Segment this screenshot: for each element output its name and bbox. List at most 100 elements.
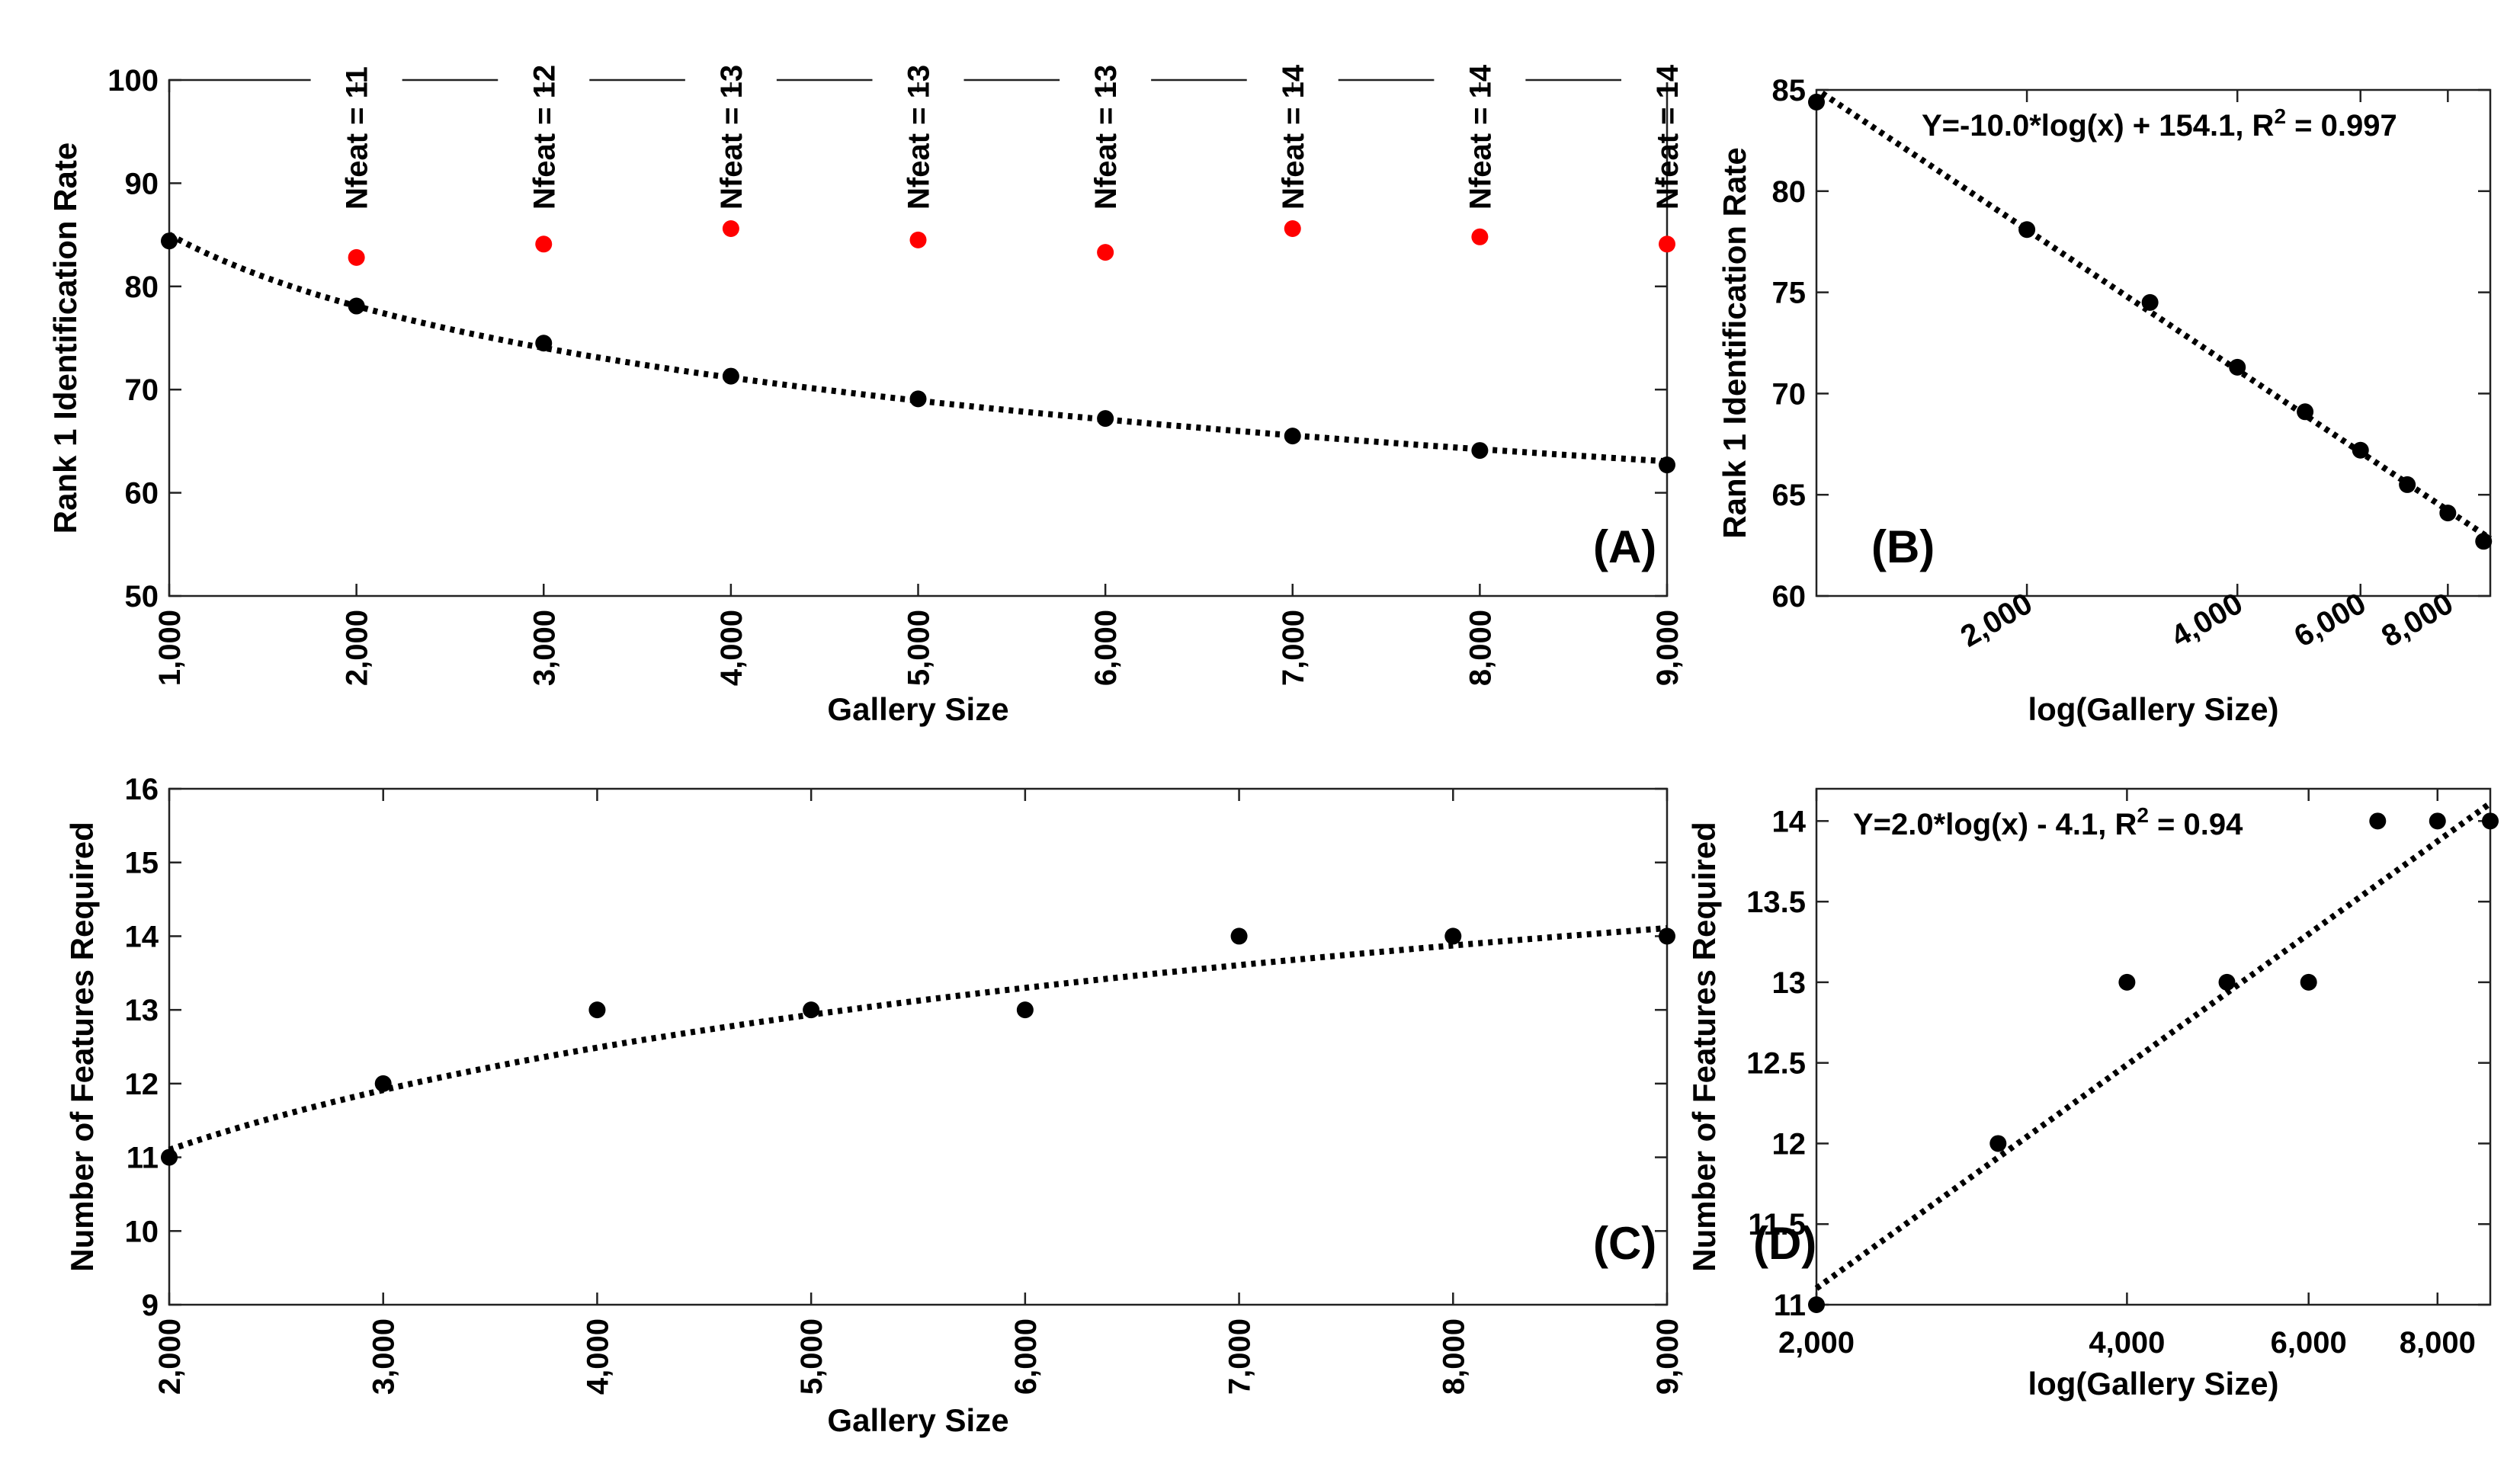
data-point <box>2118 973 2136 991</box>
y-axis-label: Number of Features Required <box>64 822 100 1271</box>
x-axis-label: log(Gallery Size) <box>2028 691 2278 727</box>
panel-c: 9 10 11 12 13 14 15 16 2,000 3,000 4,000 5,000 6,000… <box>64 773 1685 1438</box>
y-tick-label: 11 <box>127 1142 159 1175</box>
x-tick-label: 6,000 <box>1009 1318 1043 1395</box>
y-tick-label: 13.5 <box>1746 886 1806 919</box>
data-point <box>1808 1296 1825 1313</box>
nfeat-annotation: Nfeat = 14 <box>1464 64 1497 210</box>
nfeat-annotation: Nfeat = 13 <box>715 65 749 210</box>
y-tick-label: 15 <box>125 847 159 880</box>
panel-label: (C) <box>1593 1218 1656 1269</box>
data-point <box>2399 476 2416 493</box>
red-data-point <box>1659 235 1675 253</box>
fit-curve <box>1820 90 2493 542</box>
x-tick-label: 8,000 <box>1464 610 1497 686</box>
fit-curve <box>168 924 1668 1153</box>
fit-curve <box>168 232 1668 465</box>
x-axis-label: Gallery Size <box>827 1402 1008 1438</box>
data-point <box>722 367 739 385</box>
y-tick-label: 12 <box>125 1068 159 1101</box>
data-point <box>2482 812 2499 830</box>
equation-superscript: 2 <box>2274 104 2286 128</box>
y-tick-label: 90 <box>125 167 159 200</box>
data-point <box>2018 221 2036 239</box>
data-point <box>2300 973 2317 991</box>
fit-curve <box>1814 800 2493 1291</box>
equation-main: Y=-10.0*log(x) + 154.1, R <box>1922 109 2275 143</box>
x-tick-label: 2,000 <box>1778 1326 1855 1360</box>
data-point <box>348 297 365 315</box>
panel-d: 11 11.5 12 12.5 13 13.5 14 2,000 4,000 6,000 8,000… <box>1686 787 2499 1402</box>
x-tick-label: 3,000 <box>527 610 561 686</box>
y-tick-label: 12 <box>1772 1127 1807 1161</box>
panel-label: (A) <box>1593 521 1656 572</box>
y-tick-label: 9 <box>142 1289 159 1322</box>
equation-superscript: 2 <box>2137 803 2149 827</box>
x-tick-label: 1,000 <box>153 610 187 686</box>
y-tick-label: 11 <box>1774 1289 1806 1322</box>
y-tick-label: 16 <box>125 773 159 806</box>
fit-equation: Y=-10.0*log(x) + 154.1, R2 = 0.997 <box>1922 104 2397 143</box>
data-point <box>2429 812 2446 830</box>
data-point <box>1097 410 1114 428</box>
data-point <box>909 390 927 408</box>
red-data-point <box>1097 244 1114 261</box>
y-axis-label: Rank 1 Identification Rate <box>1717 147 1752 538</box>
data-point <box>588 1001 606 1019</box>
data-point <box>1444 927 1462 945</box>
x-tick-label: 4,000 <box>715 610 749 686</box>
x-tick-label: 3,000 <box>367 1318 401 1395</box>
y-tick-label: 13 <box>125 994 159 1027</box>
x-tick-label: 6,000 <box>1089 610 1123 686</box>
red-data-point <box>348 248 365 266</box>
x-axis-label: log(Gallery Size) <box>2028 1366 2278 1402</box>
y-tick-label: 10 <box>125 1215 159 1248</box>
x-tick-label: 5,000 <box>795 1318 829 1395</box>
plot-frame <box>168 787 1669 1306</box>
y-tick-label: 75 <box>1772 277 1807 310</box>
y-tick-label: 60 <box>1772 580 1807 613</box>
nfeat-annotation: Nfeat = 14 <box>1277 64 1310 210</box>
y-tick-label: 70 <box>125 373 159 407</box>
nfeat-annotation: Nfeat = 13 <box>1089 65 1123 210</box>
x-tick-label: 4,000 <box>581 1318 614 1395</box>
data-point <box>2297 403 2314 421</box>
equation-main: Y=2.0*log(x) - 4.1, R <box>1853 808 2137 841</box>
data-point <box>2352 441 2369 459</box>
data-point <box>2141 293 2159 311</box>
data-point <box>1659 927 1675 945</box>
y-tick-label: 13 <box>1772 966 1807 1000</box>
data-point <box>2218 973 2236 991</box>
nfeat-annotation: Nfeat = 12 <box>527 65 561 210</box>
data-point <box>1808 93 1825 111</box>
y-tick-label: 12.5 <box>1746 1047 1806 1081</box>
y-tick-label: 60 <box>125 477 159 511</box>
x-tick-label: 2,000 <box>153 1318 187 1395</box>
y-tick-label: 14 <box>1772 805 1807 838</box>
x-axis-label: Gallery Size <box>827 691 1008 727</box>
red-data-point <box>1284 219 1301 237</box>
equation-tail: = 0.997 <box>2286 109 2397 143</box>
x-tick-label: 8,000 <box>1437 1318 1470 1395</box>
plot-frame <box>1815 787 2492 1306</box>
panel-label: (D) <box>1753 1218 1816 1269</box>
plot-frame <box>1815 88 2492 597</box>
x-tick-label: 9,000 <box>1651 610 1685 686</box>
y-tick-label: 70 <box>1772 377 1807 411</box>
x-tick-label: 7,000 <box>1223 1318 1257 1395</box>
y-tick-label: 100 <box>107 64 159 98</box>
data-point <box>2475 533 2493 550</box>
x-tick-label: 5,000 <box>903 610 936 686</box>
data-point <box>374 1075 392 1092</box>
data-point <box>1659 456 1675 474</box>
y-tick-label: 11.5 <box>1748 1208 1806 1241</box>
data-point <box>2369 812 2387 830</box>
x-tick-label: 8,000 <box>2400 1326 2476 1360</box>
data-point <box>161 1148 178 1166</box>
y-tick-label: 85 <box>1772 74 1807 107</box>
data-point <box>535 335 553 352</box>
data-point <box>161 232 178 250</box>
y-tick-label: 80 <box>1772 175 1807 209</box>
